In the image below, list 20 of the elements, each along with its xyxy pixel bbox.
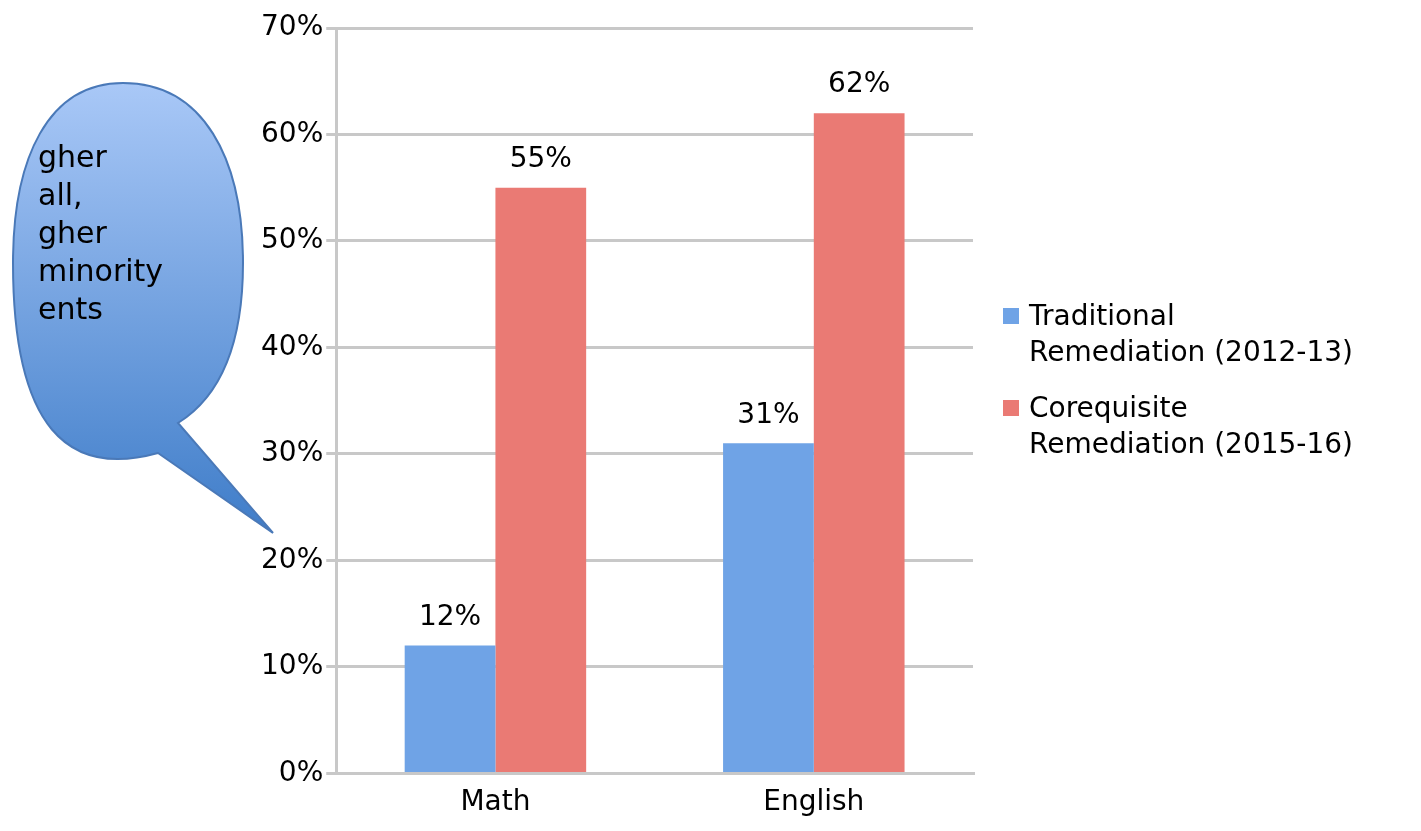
legend-label: Traditional Remediation (2012-13) (1029, 298, 1354, 370)
y-tick-label: 40% (261, 328, 324, 362)
y-tick-label: 50% (261, 222, 324, 256)
bar (404, 645, 496, 772)
text: 31% (737, 396, 800, 430)
y-tick-label: 60% (261, 115, 324, 149)
y-tick-label: 70% (261, 9, 324, 43)
bar (495, 187, 587, 772)
y-tick-label: 0% (278, 754, 324, 788)
bar (723, 443, 814, 772)
text: 62% (828, 66, 891, 100)
text: 12% (418, 598, 482, 632)
legend-label: Corequisite Remediation (2015-16) (1029, 390, 1354, 462)
x-tick-label: Math (460, 784, 531, 818)
text: 55% (509, 141, 572, 175)
x-tick-label: English (763, 784, 865, 818)
y-tick-label: 10% (261, 648, 324, 682)
y-tick-label: 20% (261, 541, 324, 575)
y-tick-label: 30% (261, 435, 324, 469)
bar (813, 113, 905, 772)
